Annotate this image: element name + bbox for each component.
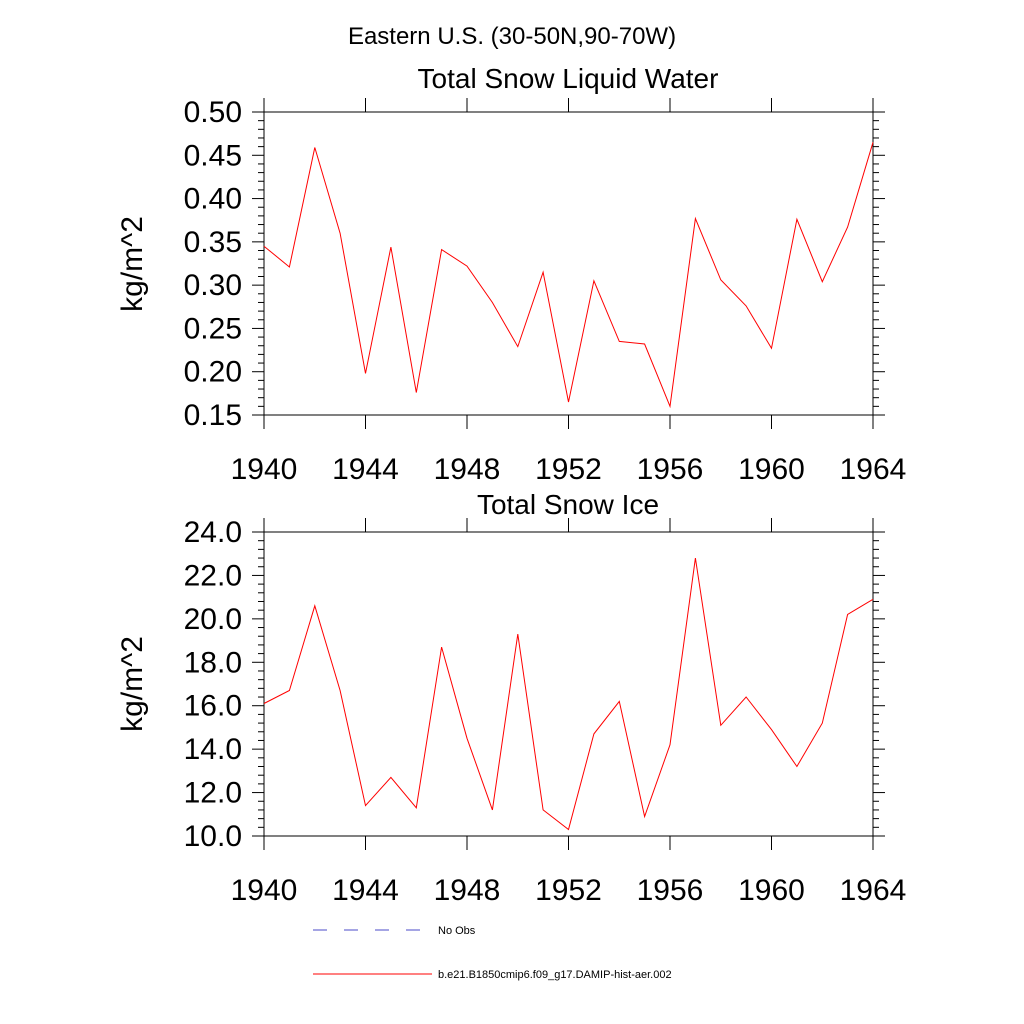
- y-tick-label: 0.25: [184, 312, 242, 345]
- x-tick-label: 1944: [332, 874, 399, 907]
- y-tick-label: 0.35: [184, 226, 242, 259]
- y-tick-labels: 10.0 12.0 14.0 16.0 18.0 20.0 22.0 24.0: [184, 516, 242, 853]
- x-tick-label: 1948: [434, 453, 501, 486]
- y-axis-label: kg/m^2: [116, 216, 149, 312]
- major-ticks: [252, 518, 885, 850]
- y-tick-label: 0.30: [184, 269, 242, 302]
- x-tick-label: 1948: [434, 874, 501, 907]
- x-tick-label: 1952: [535, 874, 602, 907]
- major-ticks: [252, 98, 885, 429]
- panel-title: Total Snow Ice: [477, 489, 659, 520]
- minor-ticks: [258, 120, 879, 407]
- legend-label-model: b.e21.B1850cmip6.f09_g17.DAMIP-hist-aer.…: [438, 969, 672, 981]
- y-tick-label: 14.0: [184, 733, 242, 766]
- y-tick-label: 20.0: [184, 603, 242, 636]
- y-tick-label: 0.45: [184, 139, 242, 172]
- x-tick-label: 1960: [738, 874, 805, 907]
- y-tick-label: 12.0: [184, 777, 242, 810]
- minor-ticks: [258, 540, 879, 828]
- legend: No Obs b.e21.B1850cmip6.f09_g17.DAMIP-hi…: [313, 925, 672, 981]
- series-line: [263, 558, 874, 831]
- x-tick-label: 1940: [231, 874, 298, 907]
- series-group: [263, 142, 874, 409]
- panel-title: Total Snow Liquid Water: [418, 63, 719, 94]
- x-tick-label: 1956: [637, 874, 704, 907]
- y-tick-label: 22.0: [184, 559, 242, 592]
- y-tick-label: 24.0: [184, 516, 242, 549]
- plot-frame: [263, 111, 874, 416]
- x-tick-label: 1960: [738, 453, 805, 486]
- y-axis-label: kg/m^2: [116, 636, 149, 732]
- series-line: [263, 142, 874, 409]
- x-tick-label: 1952: [535, 453, 602, 486]
- y-tick-label: 0.20: [184, 356, 242, 389]
- snow-liquid-water-panel: Total Snow Liquid Water 0.15 0.20 0.25 0.30…: [116, 63, 906, 486]
- legend-label-no-obs: No Obs: [438, 925, 476, 937]
- x-tick-labels: 1940 1944 1948 1952 1956 1960 1964: [231, 453, 907, 486]
- figure-suptitle: Eastern U.S. (30-50N,90-70W): [348, 23, 676, 50]
- plot-frame: [263, 531, 874, 837]
- x-tick-label: 1940: [231, 453, 298, 486]
- x-tick-label: 1944: [332, 453, 399, 486]
- y-tick-label: 0.40: [184, 183, 242, 216]
- y-tick-label: 10.0: [184, 820, 242, 853]
- x-tick-label: 1964: [840, 874, 907, 907]
- y-tick-label: 18.0: [184, 646, 242, 679]
- series-group: [263, 558, 874, 831]
- x-tick-label: 1964: [840, 453, 907, 486]
- y-tick-label: 16.0: [184, 690, 242, 723]
- x-tick-labels: 1940 1944 1948 1952 1956 1960 1964: [231, 874, 907, 907]
- x-tick-label: 1956: [637, 453, 704, 486]
- y-tick-label: 0.50: [184, 96, 242, 129]
- y-tick-labels: 0.15 0.20 0.25 0.30 0.35 0.40 0.45 0.50: [184, 96, 242, 432]
- y-tick-label: 0.15: [184, 399, 242, 432]
- snow-ice-panel: Total Snow Ice 10.0 12.0 14.0 16.0 18.0 20.0 2…: [116, 489, 906, 907]
